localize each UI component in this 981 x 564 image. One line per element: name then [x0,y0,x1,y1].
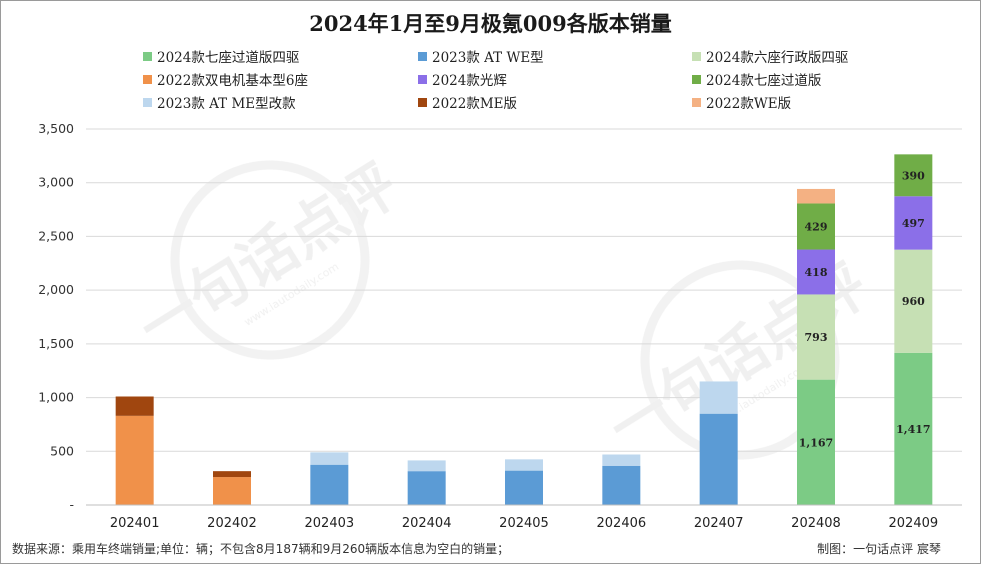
legend-label: 2023款 AT ME型改款 [157,96,296,112]
data-label: 1,417 [896,423,930,436]
x-tick-label: 202406 [597,516,647,531]
bar-segment [894,352,933,505]
legend-swatch [418,97,427,107]
legend-item: 2022款ME版 [418,93,518,112]
watermark: 一句话点评 www.iautodaily.com 一句话点评 www.iauto… [127,151,879,462]
bar-segment [213,471,251,478]
data-label: 497 [902,217,925,230]
legend-item: 2023款 AT WE型 [418,47,544,66]
legend-item: 2024款七座过道版 [692,70,822,89]
legend-label: 2023款 AT WE型 [432,50,544,66]
legend-label: 2024款六座行政版四驱 [706,50,849,66]
data-label: 1,167 [799,436,833,449]
legend-item: 2024款六座行政版四驱 [692,47,849,66]
watermark-ring [170,160,370,360]
legend-swatch [143,74,152,84]
x-tick-label: 202408 [791,516,841,531]
legend-label: 2024款光辉 [432,73,507,89]
bar-segment [407,471,446,505]
legend-item: 2024款光辉 [418,70,507,89]
bar-segment [115,415,154,505]
bar-segment [894,196,933,250]
bar-segment [213,477,251,505]
x-tick-label: 202401 [110,516,160,531]
data-label: 429 [805,220,828,233]
bar-segment [602,454,641,466]
bar-segment [699,381,738,414]
y-tick-label: 1,000 [38,390,74,405]
legend-swatch [692,51,701,61]
x-tick-label: 202404 [402,516,452,531]
legend-label: 2022款双电机基本型6座 [157,73,308,89]
legend-swatch [418,74,427,84]
bar-segment [797,203,835,250]
bar-segment [797,249,835,295]
data-label: 418 [805,266,828,279]
bar-segment [310,464,349,505]
legend-item: 2024款七座过道版四驱 [143,47,300,66]
bar-segment [505,470,543,505]
bar-segment [115,396,154,416]
legend-item: 2022款双电机基本型6座 [143,70,308,89]
y-tick-label: 500 [50,443,74,458]
data-label: 390 [902,169,925,182]
footer-credit: 制图：一句话点评 宸琴 [817,542,941,556]
bar-segment [797,379,835,505]
legend-swatch [143,97,152,107]
bar-segment [797,188,835,204]
y-tick-label: 2,500 [38,228,74,243]
bar-segment [310,452,349,465]
data-label: 793 [805,331,828,344]
legend-label: 2022款WE版 [706,96,792,112]
legend-label: 2024款七座过道版 [706,73,822,89]
x-tick-label: 202405 [499,516,549,531]
legend-swatch [692,97,701,107]
legend-swatch [418,51,427,61]
legend-label: 2024款七座过道版四驱 [157,50,300,66]
bar-segment [505,459,543,471]
bar-segment [699,413,738,505]
data-label: 960 [902,295,925,308]
legend-item: 2022款WE版 [692,93,792,112]
x-tick-label: 202407 [694,516,744,531]
legend-swatch [692,74,701,84]
bar-segment [797,294,835,380]
legend-label: 2022款ME版 [432,96,518,112]
bar-segment [894,249,933,353]
footer-source: 数据来源：乘用车终端销量;单位：辆；不包含8月187辆和9月260辆版本信息为空… [12,542,510,556]
y-tick-label: 3,000 [38,175,74,190]
y-tick-label: 3,500 [38,121,74,136]
y-tick-label: 2,000 [38,282,74,297]
chart-title: 2024年1月至9月极氪009各版本销量 [309,11,672,36]
x-tick-label: 202402 [207,516,257,531]
y-tick-label: - [69,497,74,512]
y-tick-label: 1,500 [38,336,74,351]
bar-segment [602,465,641,505]
bar-segment [894,154,933,197]
x-tick-label: 202403 [305,516,355,531]
legend-swatch [143,51,152,61]
legend-item: 2023款 AT ME型改款 [143,93,296,112]
x-tick-label: 202409 [889,516,939,531]
bar-segment [407,460,446,472]
